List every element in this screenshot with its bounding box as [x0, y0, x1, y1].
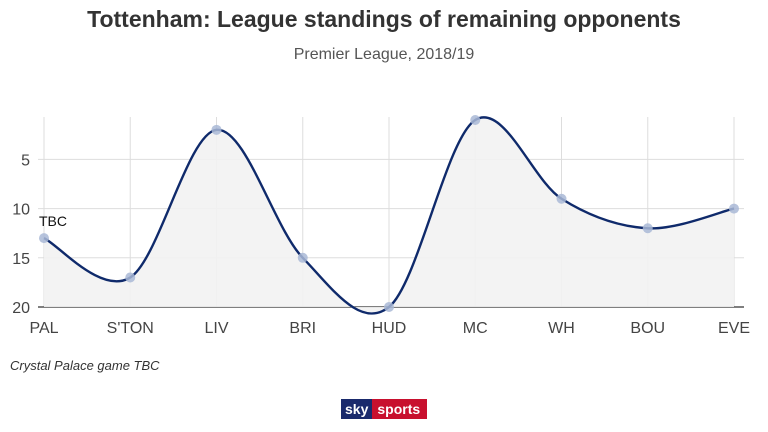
y-tick-label: 20: [12, 300, 30, 317]
logo-sports-text: sports: [372, 399, 427, 419]
y-tick-label: 10: [12, 202, 30, 219]
data-point: [642, 223, 653, 234]
chart-title: Tottenham: League standings of remaining…: [87, 6, 681, 32]
data-point: [39, 233, 49, 244]
data-point: [125, 272, 136, 283]
data-point: [729, 203, 739, 214]
data-point: [211, 124, 222, 135]
data-point: [470, 115, 481, 125]
x-tick-label: LIV: [204, 320, 228, 337]
footnote: Crystal Palace game TBC: [10, 358, 160, 373]
y-tick-label: 15: [12, 251, 30, 268]
chart-subtitle: Premier League, 2018/19: [293, 46, 475, 63]
x-tick-label: PAL: [29, 320, 58, 337]
x-tick-label: EVE: [718, 320, 750, 337]
x-tick-label: HUD: [372, 320, 407, 337]
x-tick-label: MC: [463, 320, 488, 337]
logo-sky-text: sky: [341, 399, 373, 419]
x-tick-label: BOU: [630, 320, 665, 337]
x-tick-label: S'TON: [107, 320, 154, 337]
data-point: [297, 252, 308, 263]
x-tick-label: WH: [548, 320, 575, 337]
y-tick-label: 5: [21, 152, 30, 169]
sky-sports-logo: sky sports: [341, 399, 427, 419]
x-tick-label: BRI: [289, 320, 316, 337]
data-point: [556, 193, 567, 204]
annotation-label: TBC: [39, 213, 67, 229]
data-point: [384, 302, 394, 312]
series-area: [44, 117, 734, 314]
